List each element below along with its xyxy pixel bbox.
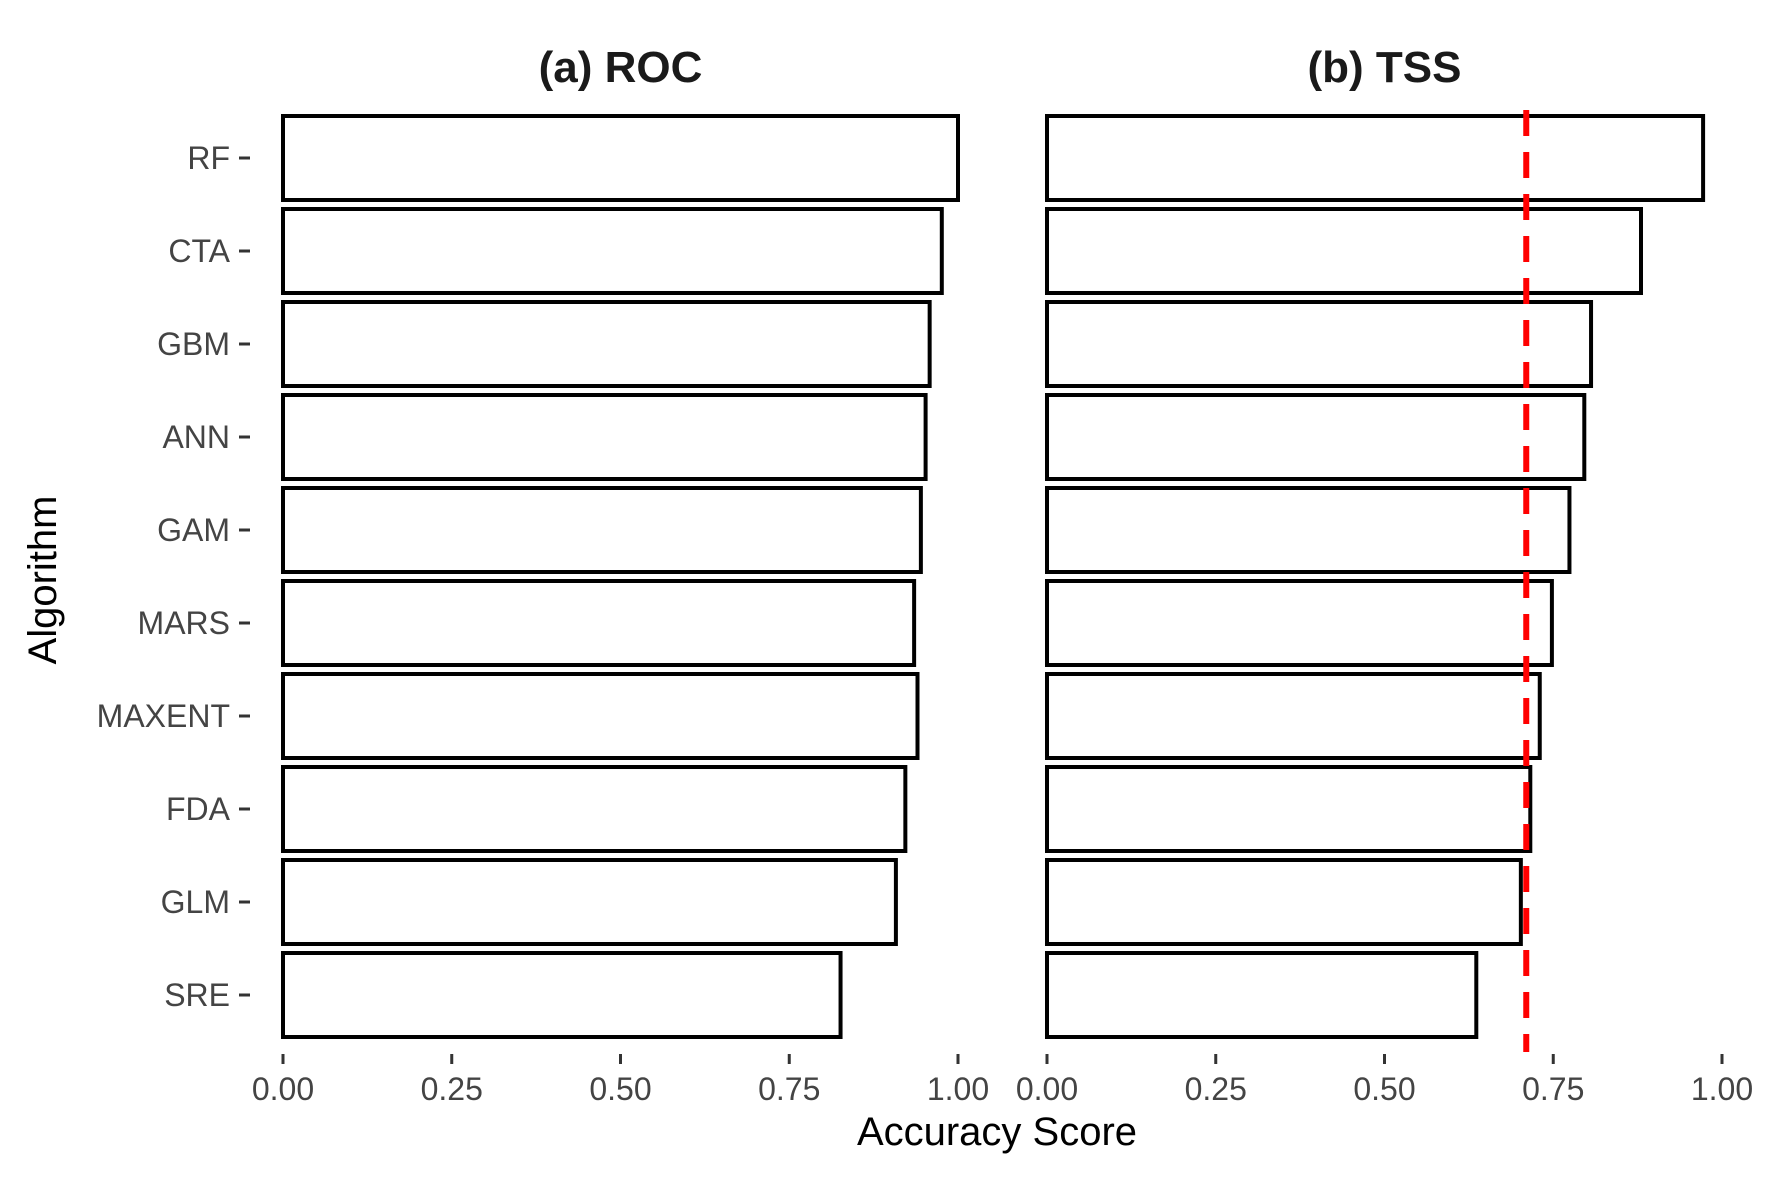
bar-glm xyxy=(281,858,898,946)
x-tick-label: 1.00 xyxy=(927,1071,989,1107)
bar-gbm xyxy=(1045,300,1594,388)
category-label: MAXENT xyxy=(97,698,230,734)
x-axis-title: Accuracy Score xyxy=(857,1110,1137,1154)
x-tick-label: 1.00 xyxy=(1691,1071,1753,1107)
bar-mars xyxy=(281,579,917,667)
x-tick-label: 0.75 xyxy=(758,1071,820,1107)
bar-fda xyxy=(281,765,908,853)
bar-gbm xyxy=(281,300,932,388)
category-label: MARS xyxy=(138,605,230,641)
category-label: GAM xyxy=(157,512,230,548)
category-label: ANN xyxy=(162,419,230,455)
bar-maxent xyxy=(281,672,920,760)
panel-1: (a) ROC RF CTA GBM ANN GAM MARS MAXENT FDA GLM SRE… xyxy=(97,43,989,1107)
bar-mars xyxy=(1045,579,1554,667)
bar-cta xyxy=(1045,207,1643,295)
x-tick-label: 0.00 xyxy=(252,1071,314,1107)
bar-sre xyxy=(281,951,843,1039)
category-label: FDA xyxy=(166,791,231,827)
x-tick-label: 0.50 xyxy=(589,1071,651,1107)
bar-gam xyxy=(1045,486,1572,574)
x-tick-label: 0.25 xyxy=(421,1071,483,1107)
bar-glm xyxy=(1045,858,1523,946)
x-tick-label: 0.25 xyxy=(1185,1071,1247,1107)
panels: (a) ROC RF CTA GBM ANN GAM MARS MAXENT FDA GLM SRE… xyxy=(97,43,1753,1107)
x-tick-label: 0.75 xyxy=(1522,1071,1584,1107)
category-label: CTA xyxy=(168,233,230,269)
category-label: GLM xyxy=(161,884,230,920)
x-tick-label: 0.50 xyxy=(1353,1071,1415,1107)
category-label: SRE xyxy=(164,977,230,1013)
bar-ann xyxy=(1045,393,1587,481)
bar-cta xyxy=(281,207,944,295)
bar-rf xyxy=(1045,114,1706,202)
bar-ann xyxy=(281,393,928,481)
bar-fda xyxy=(1045,765,1533,853)
bar-sre xyxy=(1045,951,1479,1039)
category-label: GBM xyxy=(157,326,230,362)
bar-maxent xyxy=(1045,672,1542,760)
y-axis-title: Algorithm xyxy=(21,496,65,665)
panel-title: (a) ROC xyxy=(539,43,703,92)
category-label: RF xyxy=(187,140,230,176)
panel-title: (b) TSS xyxy=(1308,43,1462,92)
bar-gam xyxy=(281,486,923,574)
bar-rf xyxy=(281,114,960,202)
x-tick-label: 0.00 xyxy=(1016,1071,1078,1107)
panel-2: (b) TSS 0.00 0.25 0.50 0.75 1.00 xyxy=(1016,43,1753,1107)
